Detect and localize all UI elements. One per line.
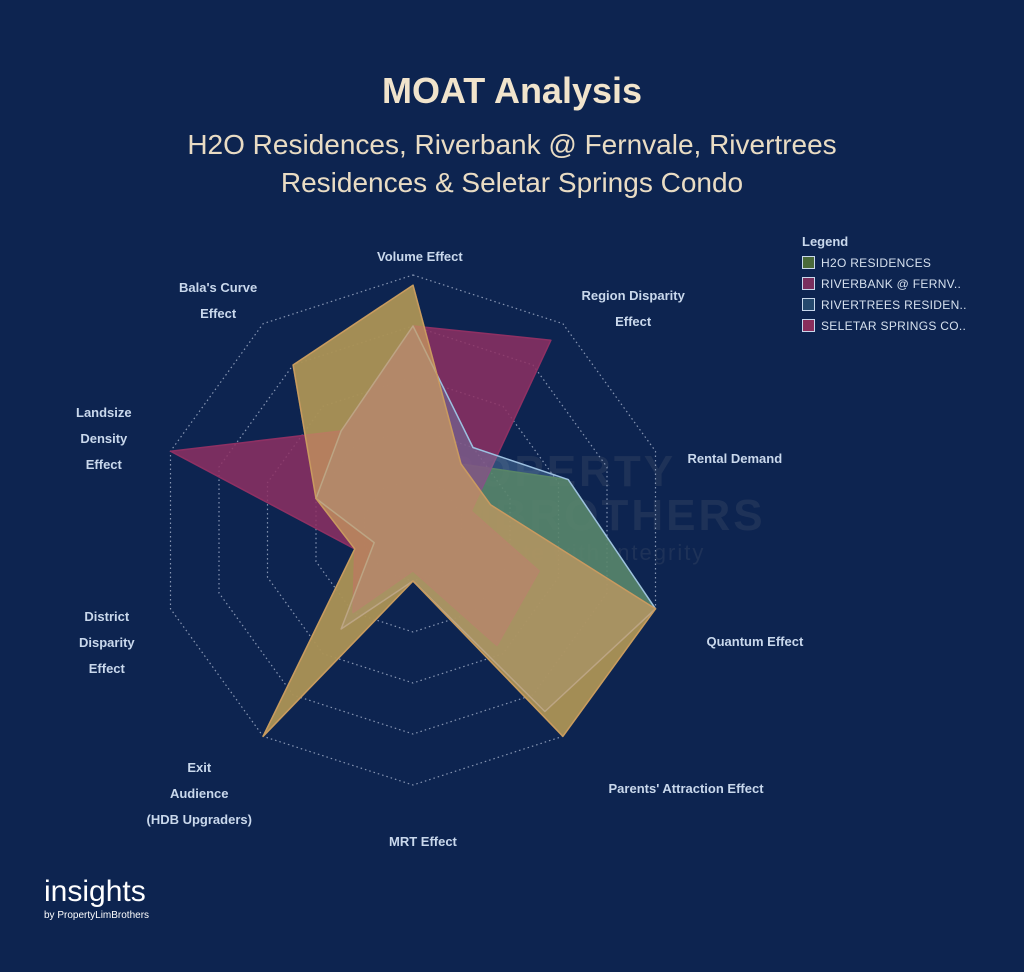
axis-label-line: Rental Demand	[687, 451, 783, 466]
legend-swatch	[802, 298, 815, 311]
axis-label-2: Rental Demand	[688, 446, 783, 472]
axis-label-line: Density	[80, 431, 128, 446]
axis-label-line: Bala's Curve	[179, 280, 258, 295]
legend-swatch	[802, 256, 815, 269]
axis-label-line: Effect	[85, 457, 122, 472]
radar-series	[169, 284, 657, 738]
legend: Legend H2O RESIDENCES RIVERBANK @ FERNV.…	[802, 234, 967, 336]
brand-name: insights	[44, 875, 146, 908]
axis-label-6: Exit Audience (HDB Upgraders)	[147, 755, 252, 833]
legend-label: H2O RESIDENCES	[821, 255, 932, 270]
axis-label-4: Parents' Attraction Effect	[609, 776, 764, 802]
subtitle-line-2: Residences & Seletar Springs Condo	[280, 167, 744, 198]
legend-swatch	[802, 277, 815, 290]
axis-label-5: MRT Effect	[389, 829, 457, 855]
legend-item-rivertrees[interactable]: RIVERTREES RESIDEN..	[802, 294, 967, 315]
axis-label-8: Landsize Density Effect	[76, 400, 132, 478]
axis-label-7: District Disparity Effect	[79, 604, 135, 682]
axis-label-line: Volume Effect	[377, 249, 463, 264]
legend-title: Legend	[802, 234, 849, 249]
legend-item-riverbank[interactable]: RIVERBANK @ FERNV..	[802, 273, 967, 294]
axis-label-line: Landsize	[76, 405, 132, 420]
axis-label-line: Effect	[88, 661, 125, 676]
brand-byline: by PropertyLimBrothers	[44, 910, 150, 921]
axis-label-line: Audience	[169, 786, 229, 801]
axis-label-line: District	[84, 609, 130, 624]
axis-label-line: Exit	[187, 760, 212, 775]
brand-logo: insights by PropertyLimBrothers	[44, 875, 150, 922]
axis-label-line: MRT Effect	[389, 834, 457, 849]
legend-item-seletar[interactable]: SELETAR SPRINGS CO..	[802, 315, 967, 336]
axis-label-1: Region Disparity Effect	[582, 283, 685, 335]
legend-label: RIVERBANK @ FERNV..	[821, 276, 962, 291]
legend-label: SELETAR SPRINGS CO..	[821, 318, 967, 333]
grid-ring	[169, 274, 657, 786]
axis-label-line: Parents' Attraction Effect	[608, 781, 764, 796]
axis-label-3: Quantum Effect	[707, 629, 804, 655]
axis-label-line: Disparity	[79, 635, 135, 650]
legend-item-h2o[interactable]: H2O RESIDENCES	[802, 252, 967, 273]
axis-label-line: Effect	[200, 306, 237, 321]
axis-label-line: Quantum Effect	[706, 634, 804, 649]
legend-swatch	[802, 319, 815, 332]
grid-ring	[315, 427, 511, 633]
axis-label-line: Region Disparity	[581, 288, 685, 303]
axis-label-line: (HDB Upgraders)	[146, 812, 252, 827]
chart-title: MOAT Analysis	[381, 70, 643, 111]
axis-label-line: Effect	[615, 314, 652, 329]
axis-label-0: Volume Effect	[377, 244, 463, 270]
axis-label-9: Bala's Curve Effect	[179, 275, 257, 327]
series-area-3[interactable]	[262, 284, 657, 738]
grid-ring	[218, 325, 608, 735]
legend-label: RIVERTREES RESIDEN..	[821, 297, 967, 312]
chart-subtitle: H2O Residences, Riverbank @ Fernvale, Ri…	[112, 126, 912, 202]
subtitle-line-1: H2O Residences, Riverbank @ Fernvale, Ri…	[187, 129, 837, 160]
